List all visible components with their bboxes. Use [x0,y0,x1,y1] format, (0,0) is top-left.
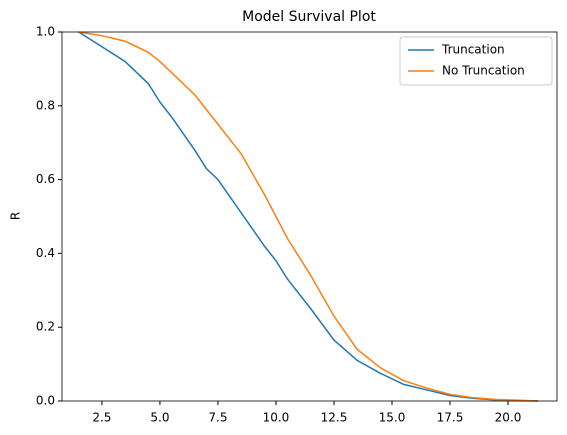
y-tick-label: 0.2 [36,320,55,334]
series-line [78,31,539,402]
y-tick-label: 0.8 [36,98,55,112]
x-tick-label: 5.0 [150,411,169,425]
legend-label: Truncation [441,43,505,57]
y-tick-label: 0.4 [36,246,55,260]
x-tick-label: 17.5 [437,411,464,425]
legend-box [399,36,553,86]
legend-label: No Truncation [442,64,525,78]
y-tick-label: 0.0 [36,394,55,408]
y-axis-label: R [9,212,23,220]
chart-title: Model Survival Plot [242,9,376,25]
x-tick-label: 7.5 [208,411,227,425]
x-tick-label: 10.0 [263,411,290,425]
x-tick-label: 2.5 [92,411,111,425]
series-line [78,31,539,402]
x-tick-label: 15.0 [379,411,406,425]
y-tick-label: 1.0 [36,25,55,39]
plot-frame [61,31,558,402]
x-tick-label: 20.0 [495,411,522,425]
x-tick-label: 12.5 [321,411,348,425]
y-tick-label: 0.6 [36,172,55,186]
